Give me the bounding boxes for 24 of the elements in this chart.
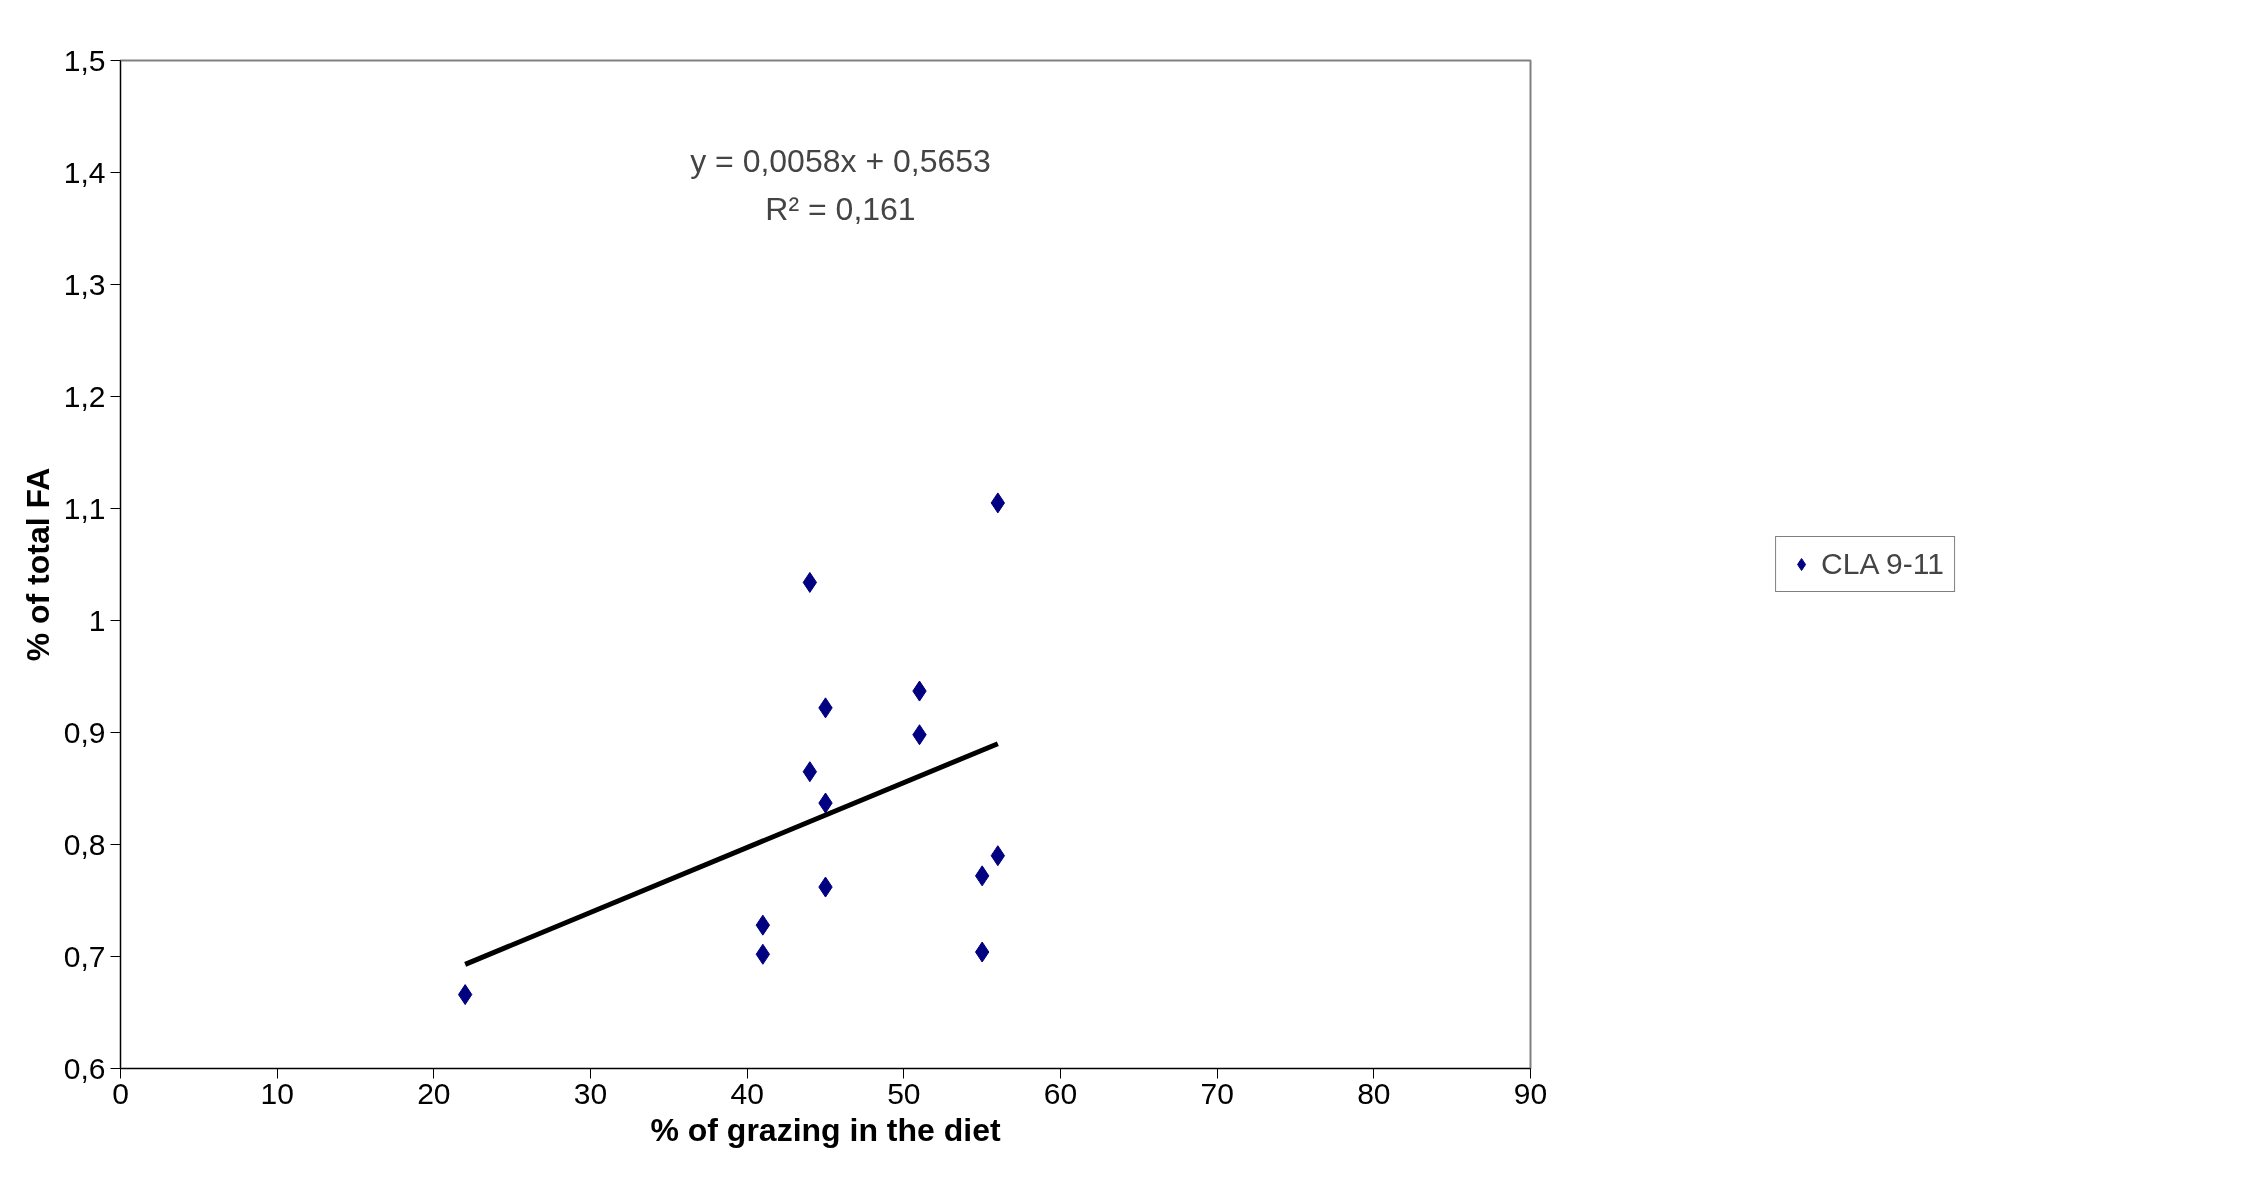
y-tick-label: 1,3 xyxy=(63,267,106,301)
y-tick-label: 1,2 xyxy=(63,379,106,413)
y-tick-label: 0,9 xyxy=(63,715,106,749)
y-axis-title: % of total FA xyxy=(19,467,56,662)
x-tick-label: 30 xyxy=(573,1076,608,1110)
y-tick-label: 0,8 xyxy=(63,827,106,861)
x-axis-title: % of grazing in the diet xyxy=(650,1111,1001,1148)
x-tick-label: 40 xyxy=(730,1076,764,1110)
y-tick-label: 0,6 xyxy=(63,1051,106,1085)
legend-label: CLA 9-11 xyxy=(1821,547,1944,581)
x-tick-label: 90 xyxy=(1513,1076,1548,1110)
x-tick-label: 80 xyxy=(1357,1076,1391,1110)
y-tick-label: 0,7 xyxy=(63,939,106,973)
x-tick-label: 10 xyxy=(260,1076,294,1110)
y-tick-label: 1 xyxy=(88,603,106,637)
y-tick-label: 1,1 xyxy=(63,491,106,525)
x-tick-label: 20 xyxy=(417,1076,451,1110)
x-tick-label: 60 xyxy=(1043,1076,1078,1110)
annotation: y = 0,0058x + 0,5653 R² = 0,161 xyxy=(690,142,991,227)
x-tick-label: 70 xyxy=(1200,1076,1234,1110)
y-tick-label: 1,5 xyxy=(63,43,106,77)
x-tick-label: 50 xyxy=(887,1076,921,1110)
x-tick-label: 0 xyxy=(112,1076,129,1110)
y-tick-label: 1,4 xyxy=(63,155,106,189)
